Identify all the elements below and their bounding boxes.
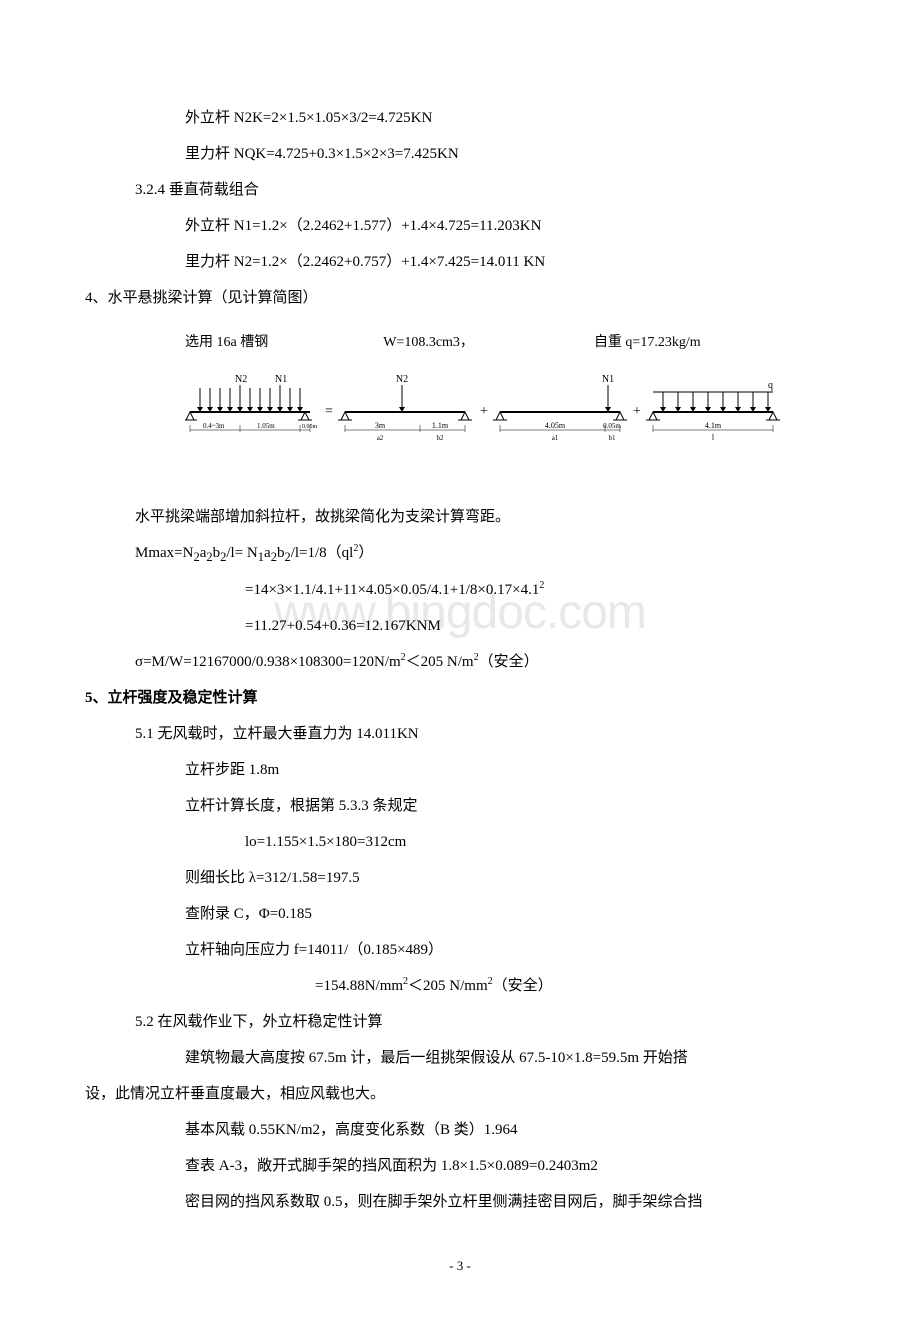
svg-text:N2: N2 [235,374,247,385]
svg-text:1.05m: 1.05m [257,422,275,430]
svg-text:3m: 3m [375,421,386,430]
section-heading: 4、水平悬挑梁计算（见计算简图） [85,280,835,316]
svg-text:N2: N2 [396,374,408,385]
svg-text:l: l [712,433,715,442]
svg-text:N1: N1 [275,374,287,385]
svg-text:=: = [325,404,333,419]
calc-line: 外立杆 N2K=2×1.5×1.05×3/2=4.725KN [85,100,835,136]
svg-text:b1: b1 [609,434,617,442]
calc-line: =14×3×1.1/4.1+11×4.05×0.05/4.1+1/8×0.17×… [85,572,835,608]
beam-diagram: 选用 16a 槽钢 W=108.3cm3， 自重 q=17.23kg/m N2 … [85,316,835,499]
diagram-label: W=108.3cm3， [383,326,474,360]
calc-line: 立杆轴向压应力 f=14011/（0.185×489） [85,932,835,968]
svg-text:0.4~3m: 0.4~3m [203,422,225,430]
text-line: 设，此情况立杆垂直度最大，相应风载也大。 [85,1076,835,1112]
diagram-label: 选用 16a 槽钢 [185,326,268,360]
calc-line: lo=1.155×1.5×180=312cm [85,824,835,860]
svg-text:1.1m: 1.1m [432,421,449,430]
calc-line: 外立杆 N1=1.2×（2.2462+1.577）+1.4×4.725=11.2… [85,208,835,244]
svg-text:q: q [768,380,773,391]
text-line: 立杆步距 1.8m [85,752,835,788]
beam-diagram-svg: N2 N1 [185,365,865,465]
calc-line: 里力杆 NQK=4.725+0.3×1.5×2×3=7.425KN [85,136,835,172]
text-line: 立杆计算长度，根据第 5.3.3 条规定 [85,788,835,824]
text-line: 基本风载 0.55KN/m2，高度变化系数（B 类）1.964 [85,1112,835,1148]
subsection: 5.2 在风载作业下，外立杆稳定性计算 [85,1004,835,1040]
svg-text:+: + [633,404,641,419]
text-line: 查表 A-3，敞开式脚手架的挡风面积为 1.8×1.5×0.089=0.2403… [85,1148,835,1184]
document-content: 外立杆 N2K=2×1.5×1.05×3/2=4.725KN 里力杆 NQK=4… [85,100,835,1281]
calc-line: 则细长比 λ=312/1.58=197.5 [85,860,835,896]
svg-text:+: + [480,404,488,419]
text-line: 水平挑梁端部增加斜拉杆，故挑梁简化为支梁计算弯距。 [85,499,835,535]
svg-text:0.05m: 0.05m [603,422,621,430]
page-number: - 3 - [85,1250,835,1281]
section-heading: 5、立杆强度及稳定性计算 [85,680,835,716]
calc-line: 里力杆 N2=1.2×（2.2462+0.757）+1.4×7.425=14.0… [85,244,835,280]
diagram-label: 自重 q=17.23kg/m [594,326,701,360]
svg-text:4.1m: 4.1m [705,421,722,430]
calc-line: σ=M/W=12167000/0.938×108300=120N/m2＜205 … [85,644,835,680]
text-line: 密目网的挡风系数取 0.5，则在脚手架外立杆里侧满挂密目网后，脚手架综合挡 [85,1184,835,1220]
svg-text:a2: a2 [377,434,384,442]
text-line: 建筑物最大高度按 67.5m 计，最后一组挑架假设从 67.5-10×1.8=5… [85,1040,835,1076]
subsection: 5.1 无风载时，立杆最大垂直力为 14.011KN [85,716,835,752]
calc-line: =11.27+0.54+0.36=12.167KNM [85,608,835,644]
svg-text:N1: N1 [602,374,614,385]
svg-text:4.05m: 4.05m [545,421,566,430]
svg-text:0.05m: 0.05m [302,424,318,430]
svg-text:b2: b2 [437,434,445,442]
text-line: 查附录 C，Φ=0.185 [85,896,835,932]
section-heading: 3.2.4 垂直荷载组合 [85,172,835,208]
svg-text:a1: a1 [552,434,559,442]
calc-line: =154.88N/mm2＜205 N/mm2（安全） [85,968,835,1004]
calc-line: Mmax=N2a2b2/l= N1a2b2/l=1/8（ql2） [85,535,835,572]
